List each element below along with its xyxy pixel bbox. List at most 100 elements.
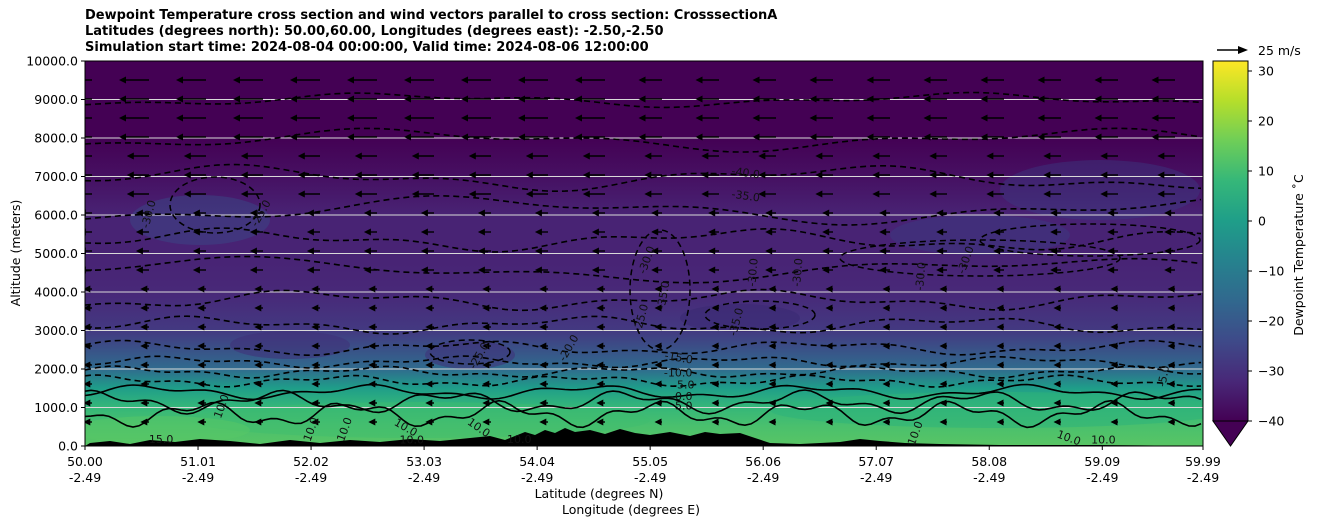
wind-vector-arrowhead-icon — [306, 247, 314, 255]
x-tick-label-longitude: -2.49 — [747, 470, 779, 485]
contour-label: -30.0 — [913, 262, 928, 291]
wind-vector-arrowhead-icon — [711, 342, 719, 350]
wind-vector-arrowhead-icon — [1167, 380, 1175, 388]
wind-vector-arrowhead-icon — [939, 323, 947, 331]
wind-vector-arrowhead-icon — [233, 133, 240, 141]
wind-vector-arrowhead-icon — [708, 266, 716, 274]
wind-vector-arrowhead-icon — [1110, 418, 1118, 426]
contour-line — [85, 194, 1202, 226]
wind-vector-arrowhead-icon — [1094, 95, 1102, 103]
wind-vector-arrowhead-icon — [993, 266, 1001, 274]
wind-vector-arrowhead-icon — [986, 190, 994, 198]
wind-vector-arrowhead-icon — [980, 133, 988, 141]
wind-vector-arrowhead-icon — [518, 76, 525, 84]
contour-line — [85, 127, 1202, 153]
wind-vector-arrowhead-icon — [1050, 209, 1058, 217]
contour-line — [85, 288, 1202, 312]
wind-vector-arrowhead-icon — [1151, 76, 1159, 84]
wind-vector-arrowhead-icon — [192, 209, 200, 217]
wind-vector-arrowhead-icon — [1100, 190, 1108, 198]
wind-vector-arrowhead-icon — [993, 247, 1001, 255]
contour-line — [85, 389, 1202, 415]
wind-vector-arrowhead-icon — [254, 323, 262, 331]
wind-vector-arrowhead-icon — [411, 190, 419, 198]
wind-vector-arrowhead-icon — [1157, 152, 1165, 160]
wind-vector-arrowhead-icon — [197, 323, 205, 331]
x-tick-label-longitude: -2.49 — [521, 470, 553, 485]
wind-vector-arrowhead-icon — [539, 361, 547, 369]
wind-vector-arrowhead-icon — [1107, 266, 1115, 274]
wind-vector-arrowhead-icon — [879, 209, 887, 217]
wind-vector-arrowhead-icon — [701, 152, 709, 160]
wind-vector-arrowhead-icon — [1110, 323, 1118, 331]
wind-vector-arrowhead-icon — [596, 342, 604, 350]
field-patch — [680, 304, 800, 332]
y-tick-label: 4000.0 — [34, 285, 78, 300]
wind-vector-arrowhead-icon — [85, 285, 91, 293]
wind-vector-arrowhead-icon — [1167, 399, 1175, 407]
x-tick-label-longitude: -2.49 — [634, 470, 666, 485]
wind-vector-arrowhead-icon — [651, 209, 659, 217]
wind-vector-arrowhead-icon — [752, 95, 760, 103]
wind-vector-arrowhead-icon — [638, 133, 646, 141]
wind-vector-arrowhead-icon — [936, 266, 944, 274]
wind-vector-arrowhead-icon — [306, 209, 314, 217]
wind-vector-arrowhead-icon — [62, 115, 69, 122]
colorbar-extend-triangle — [1212, 420, 1249, 447]
wind-vector-arrowhead-icon — [822, 209, 830, 217]
y-tick-label: 0.0 — [58, 439, 78, 454]
wind-vector-arrowhead-icon — [368, 361, 376, 369]
wind-vector-arrowhead-icon — [354, 171, 362, 179]
wind-vector-arrowhead-icon — [695, 95, 703, 103]
wind-vector-arrowhead-icon — [986, 171, 994, 179]
wind-vector-arrowhead-icon — [249, 209, 257, 217]
wind-vector-arrowhead-icon — [651, 266, 659, 274]
y-tick-label: 10000.0 — [26, 54, 78, 69]
wind-vector-arrowhead-icon — [882, 399, 890, 407]
wind-vector-arrowhead-icon — [711, 418, 719, 426]
x-tick-label-longitude: -2.49 — [408, 470, 440, 485]
wind-vector-arrowhead-icon — [708, 228, 716, 236]
contour-line — [85, 315, 1202, 335]
wind-vector-arrowhead-icon — [825, 361, 833, 369]
wind-vector-arrowhead-icon — [1110, 285, 1118, 293]
wind-vector-arrowhead-icon — [923, 133, 931, 141]
wind-vector-arrowhead-icon — [1043, 171, 1051, 179]
wind-vector-arrowhead-icon — [539, 285, 547, 293]
wind-vector-arrowhead-icon — [311, 399, 319, 407]
wind-vector-arrowhead-icon — [638, 76, 646, 84]
wind-vector-arrowhead-icon — [311, 304, 319, 312]
wind-vector-arrowhead-icon — [482, 285, 490, 293]
wind-vector-arrowhead-icon — [882, 304, 890, 312]
x-tick-label-longitude: -2.49 — [295, 470, 327, 485]
wind-vector-arrowhead-icon — [1107, 228, 1115, 236]
wind-vector-arrowhead-icon — [240, 190, 248, 198]
wind-vector-arrowhead-icon — [752, 114, 760, 122]
wind-vector-arrowhead-icon — [882, 361, 890, 369]
wind-vector-arrowhead-icon — [126, 152, 134, 160]
wind-vector-arrowhead-icon — [866, 76, 874, 84]
wind-vector-arrowhead-icon — [651, 247, 659, 255]
contour-loop — [839, 239, 1121, 277]
wind-vector-arrowhead-icon — [1050, 266, 1058, 274]
wind-vector-arrowhead-icon — [311, 342, 319, 350]
wind-vector-arrowhead-icon — [482, 323, 490, 331]
wind-vector-arrowhead-icon — [425, 323, 433, 331]
colorbar-tick-label: −40 — [1258, 414, 1284, 429]
wind-vector-arrowhead-icon — [119, 133, 126, 141]
contour-line — [85, 91, 1202, 109]
wind-vector-arrowhead-icon — [85, 361, 91, 369]
wind-vector-arrowhead-icon — [879, 247, 887, 255]
wind-vector-arrowhead-icon — [1151, 133, 1159, 141]
wind-vector-arrowhead-icon — [140, 361, 148, 369]
y-tick-label: 9000.0 — [34, 92, 78, 107]
wind-vector-arrowhead-icon — [1164, 247, 1172, 255]
contour-line — [85, 163, 1202, 192]
wind-vector-arrowhead-icon — [233, 95, 240, 103]
wind-vector-arrowhead-icon — [119, 95, 126, 103]
contour-label: -30.0 — [745, 258, 760, 287]
x-axis-label-longitude: Longitude (degrees E) — [562, 502, 700, 517]
wind-vector-arrowhead-icon — [539, 323, 547, 331]
wind-vector-arrowhead-icon — [192, 266, 200, 274]
contour-label: -15.0 — [664, 349, 694, 367]
